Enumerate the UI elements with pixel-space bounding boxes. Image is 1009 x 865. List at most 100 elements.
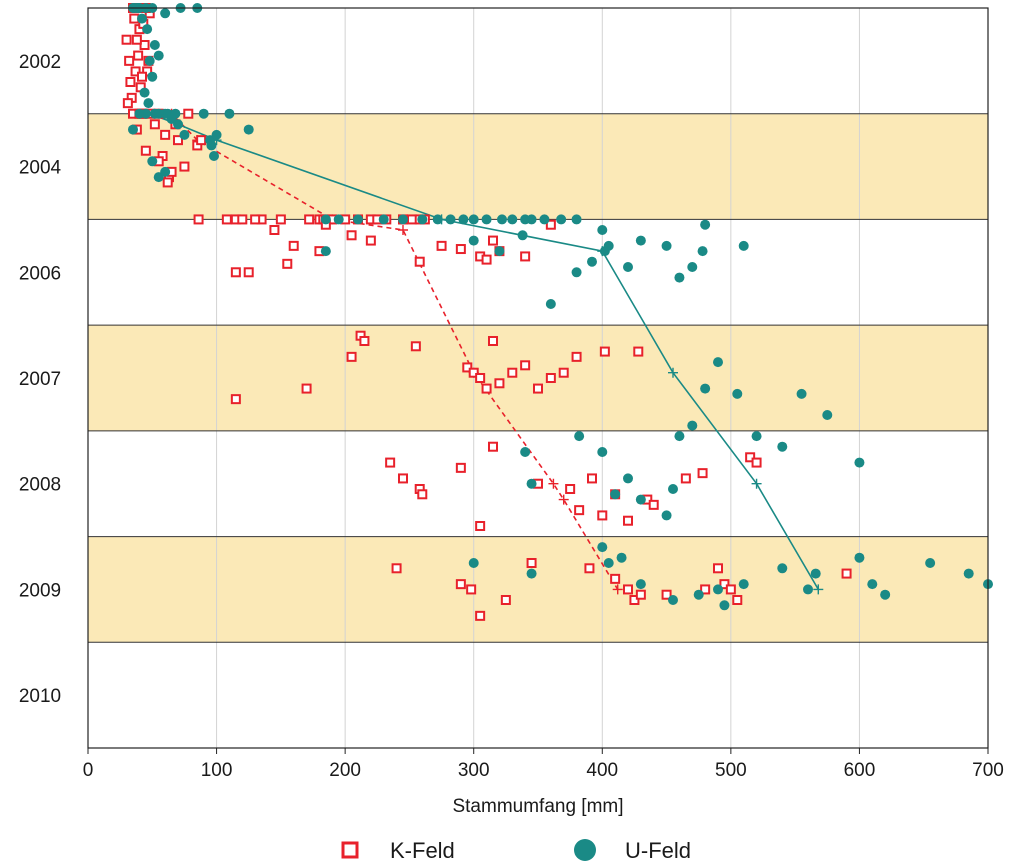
point-U-Feld-42 [378,214,389,225]
x-tick-label-100: 100 [201,760,233,781]
point-U-Feld-47 [458,214,469,225]
point-K-Feld-100 [571,351,582,362]
point-K-Feld-74 [436,240,447,251]
point-K-Feld-67 [288,240,299,251]
x-axis: 0 100 200 300 400 500 600 700 [83,748,1004,781]
point-U-Feld-28 [179,129,190,140]
point-K-Feld-104 [398,473,408,484]
year-bands [88,113,988,643]
point-U-Feld-48 [468,214,479,225]
data-points [121,3,993,621]
point-U-Feld-9 [147,71,158,82]
point-U-Feld-69 [661,240,672,251]
point-K-Feld-77 [481,254,492,265]
point-K-Feld-90 [468,367,479,378]
point-K-Feld-78 [488,235,498,246]
median-marker-U-Feld-7 [813,584,824,595]
y-tick-label-2002: 2002 [19,52,61,73]
point-K-Feld-26 [140,145,151,156]
point-K-Feld-0 [121,34,132,45]
point-K-Feld-83 [230,394,241,405]
point-U-Feld-79 [610,489,621,500]
point-U-Feld-54 [556,214,567,225]
point-K-Feld-95 [507,367,518,378]
y-tick-label-2010: 2010 [19,686,61,707]
point-K-Feld-46 [237,214,248,225]
point-U-Feld-33 [211,129,222,140]
x-tick-label-600: 600 [844,760,876,781]
y-tick-label-2004: 2004 [19,158,62,179]
point-K-Feld-85 [346,351,357,362]
year-band-2007 [88,325,988,431]
point-U-Feld-97 [603,558,614,568]
point-K-Feld-139 [732,595,743,605]
y-tick-label-2009: 2009 [19,580,61,601]
point-U-Feld-59 [517,230,528,241]
point-U-Feld-7 [142,24,153,35]
point-U-Feld-67 [623,262,633,272]
point-K-Feld-75 [455,244,466,255]
point-U-Feld-80 [623,473,633,484]
point-U-Feld-38 [160,166,171,177]
point-K-Feld-44 [221,214,232,225]
point-U-Feld-73 [700,219,711,230]
point-U-Feld-43 [398,214,408,225]
x-tick-label-500: 500 [715,760,747,781]
point-U-Feld-74 [738,240,749,251]
point-K-Feld-66 [282,258,293,269]
point-K-Feld-109 [488,441,498,452]
point-K-Feld-43 [193,214,204,225]
x-axis-title: Stammumfang [mm] [452,796,623,817]
point-U-Feld-109 [867,579,878,590]
point-U-Feld-78 [597,447,608,457]
point-K-Feld-103 [385,457,396,468]
point-K-Feld-7 [139,40,150,50]
point-U-Feld-50 [497,214,507,225]
point-U-Feld-106 [803,584,813,595]
point-K-Feld-133 [635,589,646,600]
point-U-Feld-99 [635,579,646,590]
point-U-Feld-39 [320,214,331,225]
point-U-Feld-71 [687,262,698,272]
point-U-Feld-56 [320,246,331,257]
point-U-Feld-12 [160,8,171,19]
point-K-Feld-8 [142,66,153,77]
y-tick-label-2008: 2008 [19,475,61,496]
point-K-Feld-49 [304,214,315,225]
point-U-Feld-60 [526,214,537,225]
point-U-Feld-8 [144,55,155,66]
point-K-Feld-94 [494,378,505,389]
point-U-Feld-51 [507,214,518,225]
point-U-Feld-110 [880,589,891,600]
point-K-Feld-87 [359,336,370,346]
point-K-Feld-97 [533,383,543,394]
point-K-Feld-111 [565,484,576,494]
point-U-Feld-45 [432,214,443,225]
point-U-Feld-16 [143,98,154,109]
point-K-Feld-124 [455,579,466,590]
point-K-Feld-88 [410,341,421,352]
point-K-Feld-120 [697,468,708,479]
point-K-Feld-134 [661,589,672,600]
point-K-Feld-20 [137,71,147,82]
x-tick-label-0: 0 [83,760,94,781]
point-U-Feld-89 [751,431,762,442]
point-U-Feld-93 [854,457,865,468]
point-K-Feld-92 [481,383,492,394]
year-band-2009 [88,536,988,643]
point-U-Feld-32 [209,151,219,161]
median-marker-K-Feld-7 [558,494,569,505]
point-K-Feld-84 [301,383,312,394]
point-U-Feld-61 [545,299,556,309]
point-K-Feld-130 [610,573,621,584]
point-K-Feld-125 [466,584,477,595]
point-K-Feld-1 [124,55,135,66]
point-K-Feld-122 [751,457,762,468]
median-line-K-Feld [149,112,619,590]
point-K-Feld-136 [713,563,723,574]
point-U-Feld-76 [526,478,537,489]
point-K-Feld-102 [633,346,644,357]
point-K-Feld-71 [365,235,376,246]
point-U-Feld-66 [603,240,614,251]
point-U-Feld-15 [139,87,150,98]
